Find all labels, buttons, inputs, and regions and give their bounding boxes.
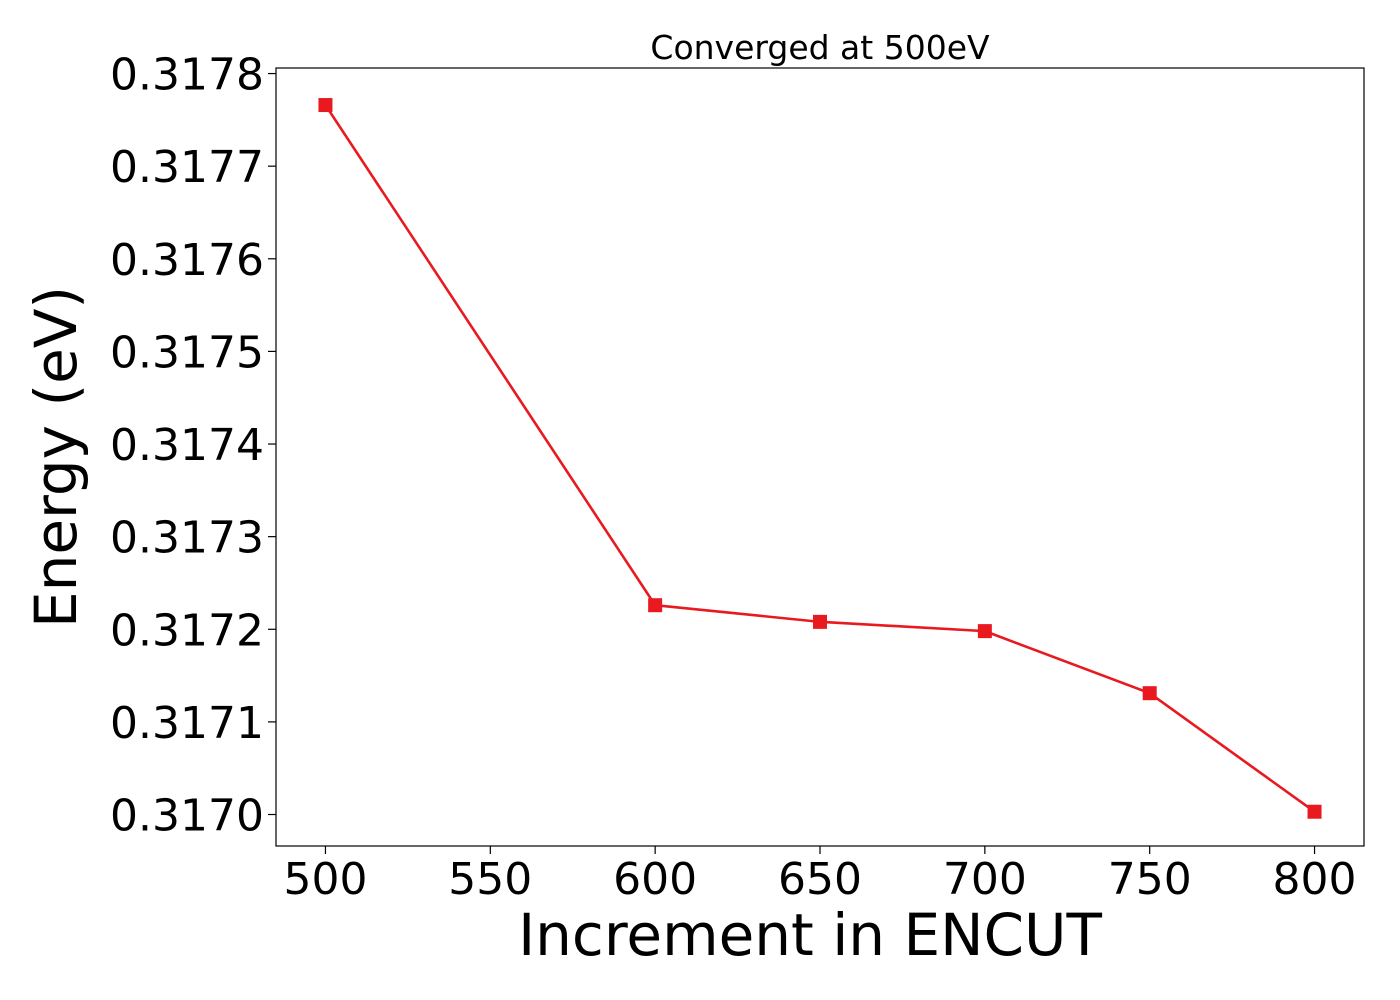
- chart-title: Converged at 500eV: [650, 28, 990, 67]
- series-line-0: [324, 103, 1316, 814]
- x-tick-label: 600: [613, 854, 697, 905]
- plot-area-frame: [275, 67, 1365, 847]
- x-tick-label: 650: [778, 854, 862, 905]
- data-point-marker: [813, 614, 827, 629]
- y-axis-ticks: 0.3170 0.3171 0.3172 0.3173 0.3174 0.3175 0.31…: [110, 50, 276, 842]
- y-axis-label: Energy (eV): [22, 286, 90, 628]
- data-point-marker: [1142, 686, 1157, 701]
- y-tick-label: 0.3174: [110, 420, 264, 471]
- data-point-marker: [1307, 804, 1322, 819]
- x-tick-label: 700: [943, 854, 1027, 905]
- y-tick-label: 0.3172: [110, 605, 264, 656]
- y-tick-label: 0.3171: [110, 698, 264, 749]
- data-point-marker: [977, 624, 992, 639]
- y-tick-label: 0.3173: [110, 513, 264, 564]
- y-tick-label: 0.3178: [110, 50, 264, 101]
- x-tick-label: 550: [448, 854, 532, 905]
- x-tick-label: 500: [283, 854, 367, 905]
- data-point-marker: [648, 598, 663, 613]
- x-tick-label: 800: [1273, 854, 1357, 905]
- x-axis-label: Increment in ENCUT: [518, 901, 1102, 969]
- x-tick-label: 750: [1108, 854, 1192, 905]
- y-tick-label: 0.3176: [110, 235, 264, 286]
- series-group: [318, 98, 1322, 819]
- x-axis-ticks: 500 550 600 650 700 750 800: [283, 846, 1357, 905]
- data-point-marker: [318, 98, 333, 113]
- y-tick-label: 0.3170: [110, 791, 264, 842]
- y-tick-label: 0.3175: [110, 327, 264, 378]
- y-tick-label: 0.3177: [110, 142, 264, 193]
